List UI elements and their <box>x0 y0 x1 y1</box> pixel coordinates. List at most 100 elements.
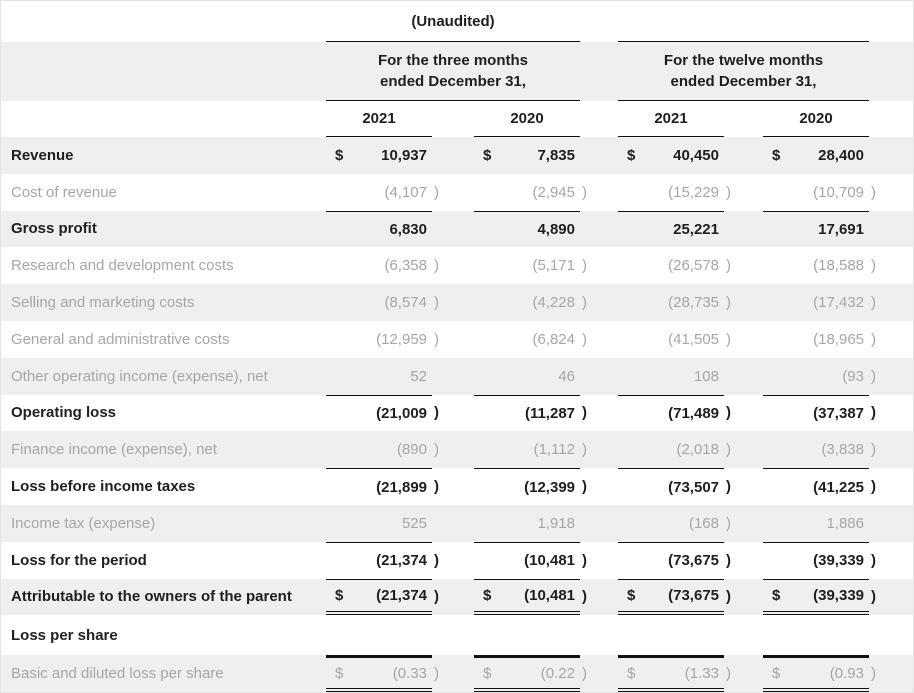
row-label: Research and development costs <box>11 257 234 275</box>
value-text: (10,709 <box>813 183 864 201</box>
close-paren: ) <box>434 588 439 606</box>
value-cell: 1,918 <box>474 505 580 542</box>
close-paren <box>724 211 738 248</box>
value-cell: $ (73,675 <box>618 578 724 616</box>
value-text: (10,481 <box>524 586 575 604</box>
table-row: Attributable to the owners of the parent… <box>1 578 913 616</box>
three-months-title-line1: For the three months <box>377 52 528 69</box>
value-text: (4,228 <box>532 294 575 312</box>
close-paren: ) <box>582 441 587 459</box>
value-cell: $ (0.22 <box>474 655 580 692</box>
value-cell: $7,835 <box>474 137 580 174</box>
year-header-12mo-2021: 2021 <box>618 101 724 137</box>
dollar-sign: $ <box>627 586 636 604</box>
close-paren: ) <box>434 183 439 201</box>
value-cell: $10,937 <box>326 137 432 174</box>
value-text: (3,838 <box>821 441 864 459</box>
value-cell: (71,489 <box>618 394 724 432</box>
value-cell <box>326 615 432 655</box>
close-paren: ) <box>582 551 587 569</box>
close-paren: ) <box>434 441 439 459</box>
value-text: (890 <box>396 441 427 459</box>
value-text: (41,225 <box>813 478 864 496</box>
three-months-title-line2: ended December 31, <box>380 73 526 90</box>
value-cell: (73,507 <box>618 468 724 505</box>
table-row: Loss per share <box>1 615 913 656</box>
twelve-months-group-header: For the twelve months ended December 31, <box>618 42 869 101</box>
table-row: Operating loss (21,009) (11,287) (71,489) (3… <box>1 394 913 432</box>
value-cell: (17,432 <box>763 284 869 321</box>
value-text: 46 <box>558 367 575 385</box>
close-paren: ) <box>871 551 876 569</box>
close-paren: ) <box>871 183 876 201</box>
row-label: Cost of revenue <box>11 183 117 201</box>
value-cell: (8,574 <box>326 284 432 321</box>
value-cell: $ (21,374 <box>326 578 432 616</box>
table-row: Basic and diluted loss per share $ (0.33) $… <box>1 655 913 692</box>
value-text: (2,945 <box>532 183 575 201</box>
twelve-months-title-line2: ended December 31, <box>670 73 817 90</box>
row-label: Other operating income (expense), net <box>11 367 268 385</box>
close-paren <box>724 358 738 395</box>
close-paren <box>432 505 446 542</box>
value-text: 17,691 <box>818 220 864 238</box>
close-paren: ) <box>582 478 587 496</box>
value-cell: $40,450 <box>618 137 724 174</box>
value-cell: (4,228 <box>474 284 580 321</box>
close-paren: ) <box>434 330 439 348</box>
close-paren <box>869 615 883 655</box>
close-paren <box>432 137 446 174</box>
row-label: Loss for the period <box>11 551 147 569</box>
close-paren <box>724 137 738 174</box>
value-text: (4,107 <box>384 183 427 201</box>
value-text: 28,400 <box>818 146 864 164</box>
year-header-3mo-2021: 2021 <box>326 101 432 137</box>
value-text: (21,899 <box>376 478 427 496</box>
row-label: Operating loss <box>11 404 117 422</box>
value-cell: (10,709 <box>763 174 869 211</box>
dollar-sign: $ <box>483 146 492 164</box>
close-paren: ) <box>871 478 876 496</box>
unaudited-group-span-right <box>618 1 869 42</box>
close-paren: ) <box>726 665 731 683</box>
close-paren: ) <box>871 441 876 459</box>
value-text: 525 <box>401 514 427 532</box>
value-cell: (11,287 <box>474 394 580 432</box>
close-paren: ) <box>582 404 587 422</box>
close-paren: ) <box>434 404 439 422</box>
value-text: (93 <box>842 367 864 385</box>
value-text: (39,339 <box>813 552 864 570</box>
value-text: 6,830 <box>389 220 427 238</box>
close-paren <box>432 615 446 655</box>
value-cell: (6,824 <box>474 321 580 358</box>
dollar-sign: $ <box>772 664 781 682</box>
dollar-sign: $ <box>772 586 781 604</box>
value-cell: (39,339 <box>763 541 869 579</box>
value-cell: 4,890 <box>474 210 580 248</box>
dollar-sign: $ <box>335 664 344 682</box>
value-cell: (2,018 <box>618 431 724 468</box>
value-cell: 25,221 <box>618 210 724 248</box>
close-paren: ) <box>871 404 876 422</box>
value-cell: (6,358 <box>326 247 432 284</box>
value-text: (73,675 <box>668 586 719 604</box>
value-text: (73,675 <box>668 552 719 570</box>
value-cell: (12,399 <box>474 468 580 505</box>
close-paren: ) <box>582 183 587 201</box>
value-text: 108 <box>693 367 719 385</box>
dollar-sign: $ <box>335 586 344 604</box>
value-cell: (28,735 <box>618 284 724 321</box>
close-paren: ) <box>726 478 731 496</box>
close-paren: ) <box>726 514 731 532</box>
value-text: (0.93 <box>829 664 864 682</box>
value-text: (41,505 <box>668 330 719 348</box>
three-months-group-header: For the three months ended December 31, <box>326 42 580 101</box>
close-paren <box>580 358 594 395</box>
value-text: (10,481 <box>524 552 575 570</box>
value-cell: (41,505 <box>618 321 724 358</box>
value-text: 1,886 <box>826 514 864 532</box>
value-text: (71,489 <box>668 404 719 422</box>
row-label: Loss per share <box>11 626 118 644</box>
value-cell: (21,374 <box>326 541 432 579</box>
